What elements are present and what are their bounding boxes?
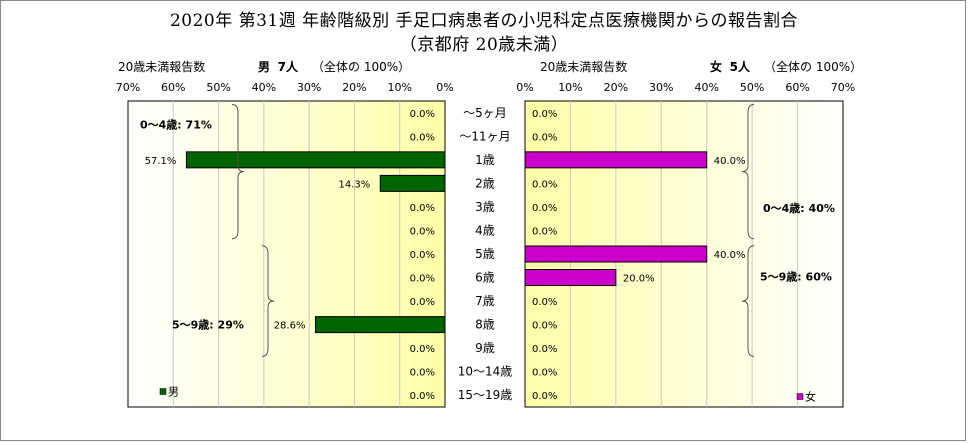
- category-label: ～5ヶ月: [463, 106, 507, 120]
- category-label: 8歳: [475, 318, 495, 332]
- male-bar: [314, 316, 446, 334]
- female-axis-tick-label: 20%: [604, 81, 628, 94]
- female-data-label: 40.0%: [714, 156, 746, 167]
- male-data-label: 0.0%: [410, 203, 435, 214]
- category-label: 7歳: [475, 294, 495, 308]
- female-data-label: 0.0%: [532, 391, 557, 402]
- female-data-label: 0.0%: [532, 368, 557, 379]
- category-label: 3歳: [475, 200, 495, 214]
- male-data-label: 14.3%: [338, 179, 370, 190]
- female-data-label: 0.0%: [532, 179, 557, 190]
- male-data-label: 0.0%: [410, 132, 435, 143]
- left-count-label: 20歳未満報告数: [118, 60, 206, 74]
- male-data-label: 0.0%: [410, 109, 435, 120]
- female-data-label: 0.0%: [532, 344, 557, 355]
- male-data-label: 0.0%: [410, 274, 435, 285]
- male-data-label: 0.0%: [410, 344, 435, 355]
- category-label: ～11ヶ月: [459, 129, 510, 143]
- male-axis-tick-label: 50%: [206, 81, 230, 94]
- female-legend-swatch: [796, 393, 804, 400]
- female-0-4-annotation: 0～4歳: 40%: [763, 201, 835, 215]
- female-5-9-brace: [741, 245, 755, 357]
- male-axis-tick-label: 70%: [116, 81, 140, 94]
- male-bar: [185, 151, 446, 169]
- male-data-label: 0.0%: [410, 391, 435, 402]
- female-data-label: 40.0%: [714, 250, 746, 261]
- right-sex-count: 女 5人: [710, 58, 750, 75]
- female-axis-tick-label: 40%: [694, 81, 718, 94]
- category-label: 2歳: [475, 176, 495, 190]
- male-0-4-annotation: 0～4歳: 71%: [140, 118, 212, 132]
- female-legend-label: 女: [805, 390, 816, 404]
- male-plot-area: [127, 100, 446, 408]
- male-5-9-annotation: 5～9歳: 29%: [172, 318, 244, 332]
- right-count-label: 20歳未満報告数: [540, 60, 628, 74]
- category-label: 4歳: [475, 223, 495, 237]
- female-data-label: 20.0%: [623, 274, 655, 285]
- female-data-label: 0.0%: [532, 226, 557, 237]
- female-5-9-annotation: 5～9歳: 60%: [760, 269, 832, 283]
- male-axis-tick-label: 30%: [297, 81, 321, 94]
- female-bar: [524, 151, 708, 169]
- male-data-label: 0.0%: [410, 368, 435, 379]
- male-data-label: 28.6%: [274, 321, 306, 332]
- female-data-label: 0.0%: [532, 297, 557, 308]
- female-bar: [524, 269, 617, 287]
- male-axis-tick-label: 60%: [161, 81, 185, 94]
- left-sex-count: 男 7人: [258, 58, 298, 75]
- female-axis-tick-label: 70%: [831, 81, 855, 94]
- right-note: （全体の 100%）: [764, 60, 863, 74]
- category-label: 15～19歳: [458, 388, 513, 402]
- male-data-label: 0.0%: [410, 297, 435, 308]
- male-5-9-brace: [261, 245, 275, 357]
- female-bar: [524, 245, 708, 263]
- female-axis-tick-label: 60%: [785, 81, 809, 94]
- female-axis-tick-label: 50%: [740, 81, 764, 94]
- category-label: 6歳: [475, 271, 495, 285]
- left-count: 7人: [277, 60, 299, 74]
- male-legend-label: 男: [168, 386, 179, 399]
- category-label: 5歳: [475, 247, 495, 261]
- female-axis-tick-label: 30%: [649, 81, 673, 94]
- category-label: 9歳: [475, 341, 495, 355]
- male-axis-tick-label: 40%: [252, 81, 276, 94]
- chart-subtitle: （京都府 20歳未満）: [399, 35, 569, 55]
- male-data-label: 0.0%: [410, 250, 435, 261]
- chart-title: 2020年 第31週 年齢階級別 手足口病患者の小児科定点医療機関からの報告割合: [169, 11, 799, 31]
- male-legend-swatch: [159, 388, 167, 395]
- female-data-label: 0.0%: [532, 203, 557, 214]
- female-data-label: 0.0%: [532, 109, 557, 120]
- female-axis-tick-label: 10%: [558, 81, 582, 94]
- left-note: （全体の 100%）: [312, 60, 411, 74]
- category-label: 10～14歳: [458, 365, 513, 379]
- left-sex: 男: [258, 60, 271, 74]
- male-bar: [379, 174, 446, 192]
- female-0-4-brace: [741, 104, 755, 240]
- female-data-label: 0.0%: [532, 321, 557, 332]
- right-sex: 女: [710, 60, 723, 74]
- right-count: 5人: [729, 60, 751, 74]
- category-label: 1歳: [475, 153, 495, 167]
- male-data-label: 0.0%: [410, 226, 435, 237]
- female-axis-tick-label: 0%: [516, 81, 533, 94]
- female-data-label: 0.0%: [532, 132, 557, 143]
- male-0-4-brace: [231, 104, 245, 240]
- male-data-label: 57.1%: [145, 156, 177, 167]
- male-axis-tick-label: 10%: [387, 81, 411, 94]
- male-axis-tick-label: 20%: [342, 81, 366, 94]
- male-axis-tick-label: 0%: [436, 81, 453, 94]
